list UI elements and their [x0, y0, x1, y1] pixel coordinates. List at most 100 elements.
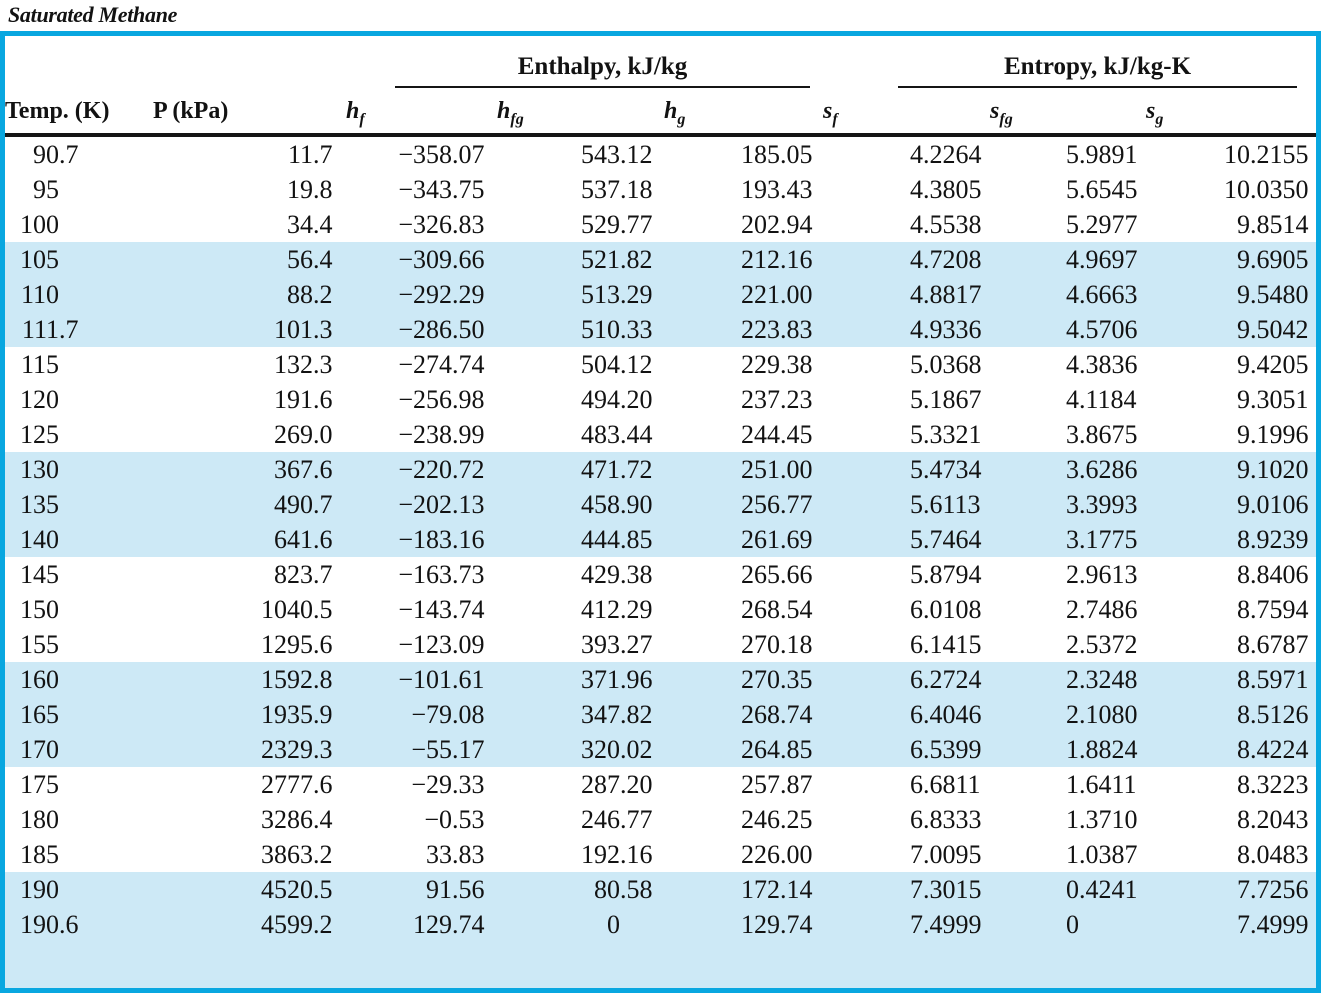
cell-hf: −202.13 [398, 490, 485, 519]
cell-hg: 257.87 [741, 770, 813, 799]
cell-temp: 150 [20, 595, 59, 624]
cell-sfg: 4.1184 [1066, 385, 1137, 414]
cell-temp: 105 [20, 245, 59, 274]
cell-hf: −163.73 [398, 560, 485, 589]
cell-hfg: 513.29 [581, 280, 653, 309]
column-header-sg: sg [1146, 88, 1316, 137]
cell-sfg: 5.6545 [1066, 175, 1138, 204]
cell-p: 191.6 [274, 385, 333, 414]
cell-hg: 256.77 [741, 490, 813, 519]
cell-temp: 180 [20, 805, 59, 834]
cell-hg: 261.69 [741, 525, 813, 554]
cell-sf: 6.2724 [910, 665, 982, 694]
cell-p: 269.0 [274, 420, 333, 449]
column-header-hfg: hfg [497, 88, 664, 137]
cell-p: 823.7 [274, 560, 333, 589]
cell-hfg: 412.29 [581, 595, 653, 624]
table-row: 135 490.7 −202.13 458.90 256.77 5.6113 3.3993 9… [5, 487, 1316, 522]
cell-sfg: 1.6411 [1066, 770, 1137, 799]
cell-sfg: 2.3248 [1066, 665, 1138, 694]
cell-hf: −101.61 [398, 665, 485, 694]
cell-hf: −358.07 [398, 140, 485, 169]
bottom-filler-cell [5, 942, 1316, 988]
table-row: 185 3863.2 33.83 192.16 226.00 7.0095 1.0387 8.… [5, 837, 1316, 872]
cell-sf: 4.2264 [910, 140, 982, 169]
table-row: 130 367.6 −220.72 471.72 251.00 5.4734 3.6286 9… [5, 452, 1316, 487]
cell-temp: 185 [20, 840, 59, 869]
cell-sfg: 2.7486 [1066, 595, 1138, 624]
table-row: 190 4520.5 91.56 80.58 172.14 7.3015 0.4241 7.7… [5, 872, 1316, 907]
cell-temp: 135 [20, 490, 59, 519]
cell-p: 1592.8 [261, 665, 333, 694]
column-header-hf: hf [346, 88, 497, 137]
table-row: 105 56.4 −309.66 521.82 212.16 4.7208 4.9697 9.… [5, 242, 1316, 277]
cell-sg: 9.1020 [1237, 455, 1309, 484]
table-row: 90.7 11.7 −358.07 543.12 185.05 4.2264 5.9891 1… [5, 135, 1316, 172]
cell-sg: 9.8514 [1237, 210, 1309, 239]
cell-p: 4599.2 [261, 910, 333, 939]
cell-hf: −274.74 [398, 350, 485, 379]
table-body: 90.7 11.7 −358.07 543.12 185.05 4.2264 5.9891 1… [5, 135, 1316, 988]
cell-temp: 115 [20, 350, 59, 379]
group-header-enthalpy: Enthalpy, kJ/kg [346, 36, 823, 88]
cell-hf: 129.74 [413, 910, 485, 939]
cell-sf: 5.0368 [910, 350, 982, 379]
cell-sf: 5.8794 [910, 560, 982, 589]
cell-hfg: 320.02 [581, 735, 653, 764]
cell-sf: 6.1415 [910, 630, 982, 659]
cell-hfg: 471.72 [581, 455, 653, 484]
group-header-label: Enthalpy, kJ/kg [517, 53, 688, 80]
cell-hf: −256.98 [398, 385, 485, 414]
saturated-methane-table: Enthalpy, kJ/kg Entropy, kJ/kg-K Temp. (K… [5, 36, 1316, 988]
cell-p: 132.3 [274, 350, 333, 379]
cell-sg: 9.0106 [1237, 490, 1309, 519]
cell-sfg: 5.9891 [1066, 140, 1138, 169]
table-row: 140 641.6 −183.16 444.85 261.69 5.7464 3.1775 8… [5, 522, 1316, 557]
column-header-p: P (kPa) [153, 88, 346, 137]
cell-p: 4520.5 [261, 875, 333, 904]
cell-sg: 8.0483 [1237, 840, 1309, 869]
cell-temp: 95 [33, 175, 59, 204]
cell-sf: 6.5399 [910, 735, 982, 764]
cell-hf: −292.29 [398, 280, 485, 309]
cell-hg: 226.00 [741, 840, 813, 869]
cell-temp: 175 [20, 770, 59, 799]
cell-hfg: 80.58 [594, 875, 653, 904]
cell-hf: −183.16 [398, 525, 485, 554]
cell-temp: 120 [20, 385, 59, 414]
cell-hfg: 371.96 [581, 665, 653, 694]
column-header-sfg: sfg [990, 88, 1147, 137]
cell-hg: 270.35 [741, 665, 813, 694]
cell-temp: 140 [20, 525, 59, 554]
cell-hfg: 287.20 [581, 770, 653, 799]
cell-hg: 251.00 [741, 455, 813, 484]
cell-sg: 8.3223 [1237, 770, 1309, 799]
cell-sfg: 4.5706 [1066, 315, 1138, 344]
cell-hg: 223.83 [741, 315, 813, 344]
cell-sfg: 1.3710 [1066, 805, 1138, 834]
cell-sg: 8.2043 [1237, 805, 1309, 834]
cell-p: 101.3 [274, 315, 333, 344]
cell-hf: −238.99 [398, 420, 485, 449]
cell-hg: 229.38 [741, 350, 813, 379]
cell-sfg: 4.9697 [1066, 245, 1138, 274]
cell-temp: 145 [20, 560, 59, 589]
cell-sg: 9.5042 [1237, 315, 1309, 344]
cell-hfg: 529.77 [581, 210, 653, 239]
cell-sfg: 3.6286 [1066, 455, 1138, 484]
cell-hfg: 494.20 [581, 385, 653, 414]
group-header-spacer [5, 36, 346, 88]
cell-hf: −123.09 [398, 630, 485, 659]
cell-p: 11.7 [287, 140, 333, 169]
cell-p: 2329.3 [261, 735, 333, 764]
cell-p: 56.4 [287, 245, 333, 274]
cell-hf: −79.08 [411, 700, 485, 729]
cell-hg: 237.23 [741, 385, 813, 414]
cell-sfg: 5.2977 [1066, 210, 1138, 239]
cell-sg: 8.6787 [1237, 630, 1309, 659]
cell-sg: 8.9239 [1237, 525, 1309, 554]
cell-sg: 8.8406 [1237, 560, 1309, 589]
table-title: Saturated Methane [8, 2, 178, 27]
cell-hg: 193.43 [741, 175, 813, 204]
cell-sfg: 2.9613 [1066, 560, 1138, 589]
